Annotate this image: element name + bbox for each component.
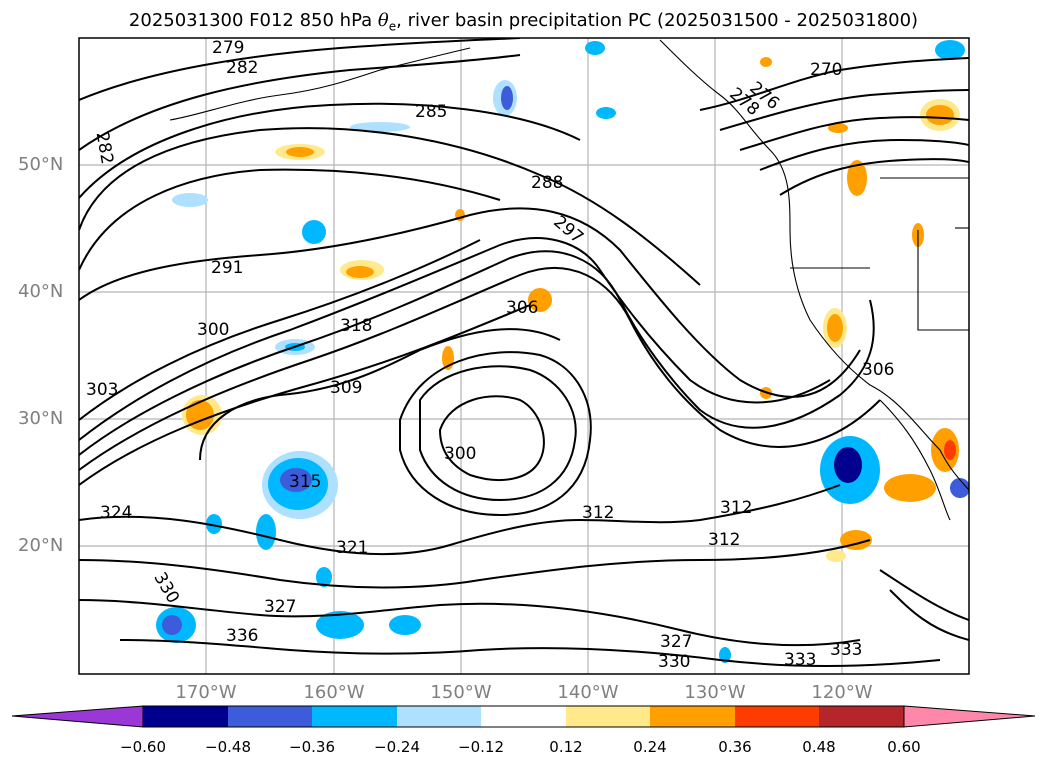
colorbar-tick: 0.12: [549, 738, 583, 756]
colorbar-segment: [566, 706, 650, 727]
contour-label: 279: [212, 38, 245, 58]
colorbar: [11, 705, 1036, 728]
contour-label: 300: [197, 320, 230, 340]
lon-label-150w: 150°W: [430, 682, 492, 703]
map-background: [79, 38, 969, 674]
contour-label: 327: [264, 597, 297, 617]
contour-label: 300: [444, 444, 477, 464]
contour-label: 291: [211, 258, 244, 278]
contour-label: 306: [862, 360, 895, 380]
coastlines: [169, 39, 969, 521]
colorbar-tick: 0.36: [718, 738, 752, 756]
colorbar-segment: [650, 706, 735, 727]
contour-label: 303: [86, 380, 119, 400]
colorbar-segment: [397, 706, 481, 727]
lat-label-20n: 20°N: [18, 535, 64, 556]
lat-label-50n: 50°N: [18, 154, 64, 175]
lat-label-40n: 40°N: [18, 281, 64, 302]
contour-label: 285: [415, 102, 448, 122]
contour-label: 309: [330, 378, 363, 398]
colorbar-segment: [735, 706, 819, 727]
colorbar-tick: −0.60: [120, 738, 166, 756]
lon-label-130w: 130°W: [684, 682, 746, 703]
contour-label: 288: [531, 173, 564, 193]
contour-label: 333: [784, 650, 817, 670]
contour-label: 327: [660, 632, 693, 652]
contour-label: 318: [340, 316, 373, 336]
colorbar-segment: [228, 706, 312, 727]
map-frame: [78, 37, 970, 675]
contour-label: 282: [226, 58, 259, 78]
colorbar-tick: 0.60: [887, 738, 921, 756]
colorbar-segment: [312, 706, 397, 727]
theta-e-contours: [79, 38, 969, 667]
colorbar-tick: −0.24: [374, 738, 420, 756]
lon-label-160w: 160°W: [303, 682, 365, 703]
colorbar-segment: [481, 706, 566, 727]
contour-label: 330: [149, 568, 184, 608]
precipitation-shading: [156, 40, 969, 663]
contour-label: 333: [830, 640, 863, 660]
lon-label-140w: 140°W: [557, 682, 619, 703]
colorbar-segment: [819, 706, 904, 727]
colorbar-tick: −0.36: [289, 738, 335, 756]
colorbar-tick: 0.48: [802, 738, 836, 756]
contour-label: 321: [336, 538, 369, 558]
gridlines: [79, 38, 969, 674]
contour-label: 330: [658, 652, 691, 672]
colorbar-tick: 0.24: [633, 738, 667, 756]
lat-label-30n: 30°N: [18, 408, 64, 429]
contour-label: 312: [708, 530, 741, 550]
contour-label: 312: [720, 498, 753, 518]
map-title: 2025031300 F012 850 hPa θe, river basin …: [128, 10, 919, 34]
contour-label: 282: [91, 130, 117, 166]
colorbar-tick: −0.12: [458, 738, 504, 756]
lon-label-120w: 120°W: [811, 682, 873, 703]
colorbar-segment: [143, 706, 228, 727]
contour-label: 312: [582, 503, 615, 523]
contour-label: 336: [226, 626, 259, 646]
contour-label: 297: [549, 211, 588, 249]
contour-label: 324: [100, 503, 133, 523]
colorbar-tick: −0.48: [205, 738, 251, 756]
contour-label: 270: [810, 60, 843, 80]
lon-label-170w: 170°W: [175, 682, 237, 703]
contour-label: 306: [506, 298, 539, 318]
contour-label: 315: [289, 472, 322, 492]
